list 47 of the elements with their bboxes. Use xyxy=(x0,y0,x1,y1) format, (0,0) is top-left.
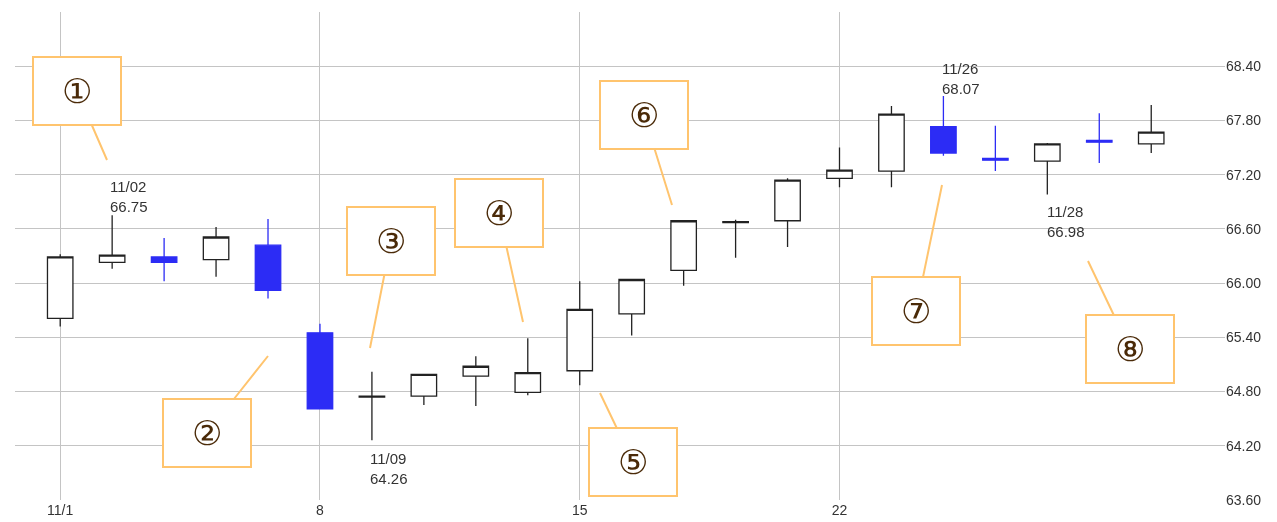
candlestick xyxy=(202,226,230,278)
annotation: ⑦ xyxy=(901,292,931,330)
candlestick xyxy=(150,237,178,282)
candlestick xyxy=(878,105,905,188)
candlestick xyxy=(826,146,853,188)
y-tick-label: 67.80 xyxy=(1226,112,1262,129)
annotation: 11/28 66.98 xyxy=(1047,203,1085,240)
candlestick xyxy=(254,218,282,300)
candlestick xyxy=(1137,104,1165,154)
candlestick xyxy=(670,220,698,287)
x-tick-label: 22 xyxy=(831,502,848,518)
annotation: ⑤ xyxy=(618,443,648,481)
x-tick-label: 11/1 xyxy=(47,502,74,518)
candlestick xyxy=(306,323,334,410)
y-tick-label: 66.60 xyxy=(1226,220,1262,237)
y-tick-label: 66.00 xyxy=(1226,275,1262,292)
annotation: 11/02 66.75 xyxy=(110,178,148,215)
candlestick xyxy=(358,371,386,442)
candlestick xyxy=(46,253,74,328)
annotation: ① xyxy=(62,72,92,110)
y-tick-label: 68.40 xyxy=(1226,58,1262,75)
annotation: ② xyxy=(192,414,222,452)
candlestick xyxy=(930,95,957,157)
candlestick xyxy=(566,280,594,386)
candlestick xyxy=(410,373,438,406)
candlestick xyxy=(722,219,749,259)
candlestick xyxy=(618,278,646,337)
y-tick-label: 64.20 xyxy=(1226,437,1262,454)
annotation: 11/26 68.07 xyxy=(942,60,980,97)
annotation: ⑧ xyxy=(1115,330,1145,368)
y-tick-label: 63.60 xyxy=(1226,491,1262,508)
candlestick xyxy=(462,355,490,407)
annotation: ④ xyxy=(484,194,514,232)
candlestick xyxy=(514,337,542,396)
x-tick-label: 15 xyxy=(571,502,588,518)
y-tick-label: 65.40 xyxy=(1226,329,1262,346)
annotation: ③ xyxy=(376,222,406,260)
candlestick xyxy=(1033,142,1061,196)
candlestick xyxy=(981,125,1009,172)
annotation: ⑥ xyxy=(629,96,659,134)
candlestick xyxy=(774,177,801,248)
annotation: 11/09 64.26 xyxy=(370,450,408,487)
candlestick xyxy=(1085,112,1113,164)
y-tick-label: 67.20 xyxy=(1226,166,1262,183)
y-tick-label: 64.80 xyxy=(1226,383,1262,400)
candlestick xyxy=(98,214,126,270)
x-tick-label: 8 xyxy=(316,502,325,518)
